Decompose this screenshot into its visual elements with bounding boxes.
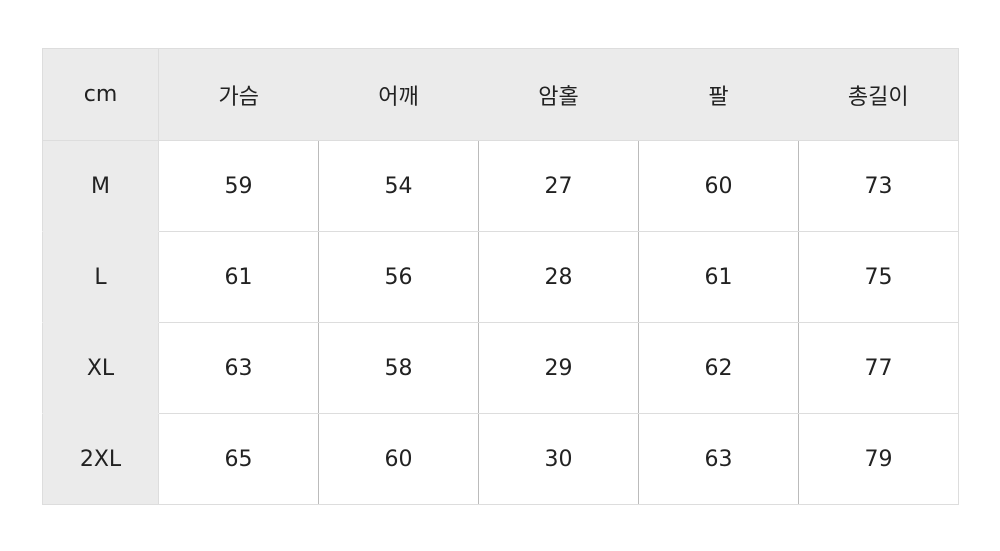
measurement-cell: 61 — [158, 231, 319, 323]
table-row: M 59 54 27 60 73 — [42, 140, 959, 232]
table-row: XL 63 58 29 62 77 — [42, 322, 959, 414]
table-row: L 61 56 28 61 75 — [42, 231, 959, 323]
measurement-cell: 63 — [158, 322, 319, 414]
header-armhole: 암홀 — [478, 48, 639, 141]
header-sleeve: 팔 — [638, 48, 799, 141]
measurement-cell: 61 — [638, 231, 799, 323]
header-unit: cm — [42, 48, 159, 141]
measurement-cell: 27 — [478, 140, 639, 232]
measurement-cell: 29 — [478, 322, 639, 414]
measurement-cell: 28 — [478, 231, 639, 323]
measurement-cell: 77 — [798, 322, 959, 414]
measurement-cell: 65 — [158, 413, 319, 505]
header-row: cm 가슴 어깨 암홀 팔 총길이 — [42, 48, 959, 141]
measurement-cell: 75 — [798, 231, 959, 323]
measurement-cell: 54 — [318, 140, 479, 232]
measurement-cell: 73 — [798, 140, 959, 232]
header-shoulder: 어깨 — [318, 48, 479, 141]
table-row: 2XL 65 60 30 63 79 — [42, 413, 959, 505]
measurement-cell: 59 — [158, 140, 319, 232]
measurement-cell: 58 — [318, 322, 479, 414]
measurement-cell: 62 — [638, 322, 799, 414]
measurement-cell: 60 — [638, 140, 799, 232]
size-label: M — [42, 140, 159, 232]
size-label: 2XL — [42, 413, 159, 505]
size-label: L — [42, 231, 159, 323]
header-chest: 가슴 — [158, 48, 319, 141]
size-label: XL — [42, 322, 159, 414]
measurement-cell: 56 — [318, 231, 479, 323]
measurement-cell: 30 — [478, 413, 639, 505]
header-total-length: 총길이 — [798, 48, 959, 141]
measurement-cell: 79 — [798, 413, 959, 505]
measurement-cell: 63 — [638, 413, 799, 505]
size-chart-table: cm 가슴 어깨 암홀 팔 총길이 M 59 54 27 60 73 L 61 56 28 61 75… — [42, 48, 959, 505]
measurement-cell: 60 — [318, 413, 479, 505]
